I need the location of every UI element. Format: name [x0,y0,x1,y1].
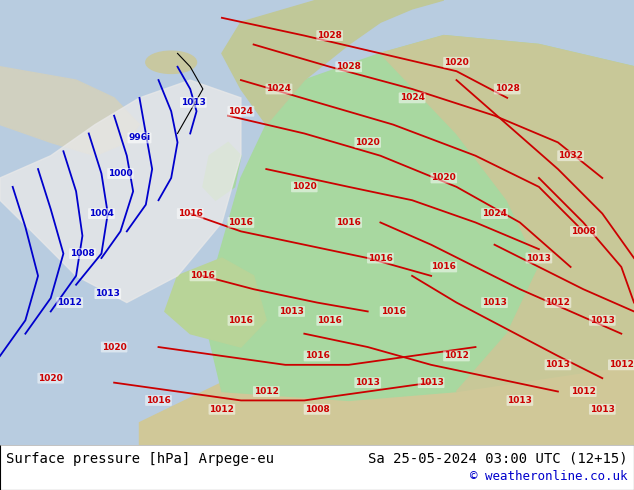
Text: 1028: 1028 [336,62,361,71]
Text: 1012: 1012 [545,298,571,307]
Text: 1013: 1013 [526,253,552,263]
Text: 1013: 1013 [482,298,507,307]
Text: © weatheronline.co.uk: © weatheronline.co.uk [470,470,628,483]
Text: 1013: 1013 [590,316,615,325]
Text: 1020: 1020 [292,182,317,192]
Text: 1020: 1020 [101,343,127,351]
Polygon shape [203,36,634,400]
Text: 1012: 1012 [571,387,596,396]
Text: 996i: 996i [129,133,150,143]
Text: 1013: 1013 [545,360,571,369]
Text: 1008: 1008 [70,249,95,258]
Polygon shape [0,67,139,156]
Text: 1016: 1016 [317,316,342,325]
Text: 1016: 1016 [178,209,203,218]
Text: 1024: 1024 [399,94,425,102]
Text: 1013: 1013 [279,307,304,316]
Text: 1012: 1012 [254,387,279,396]
Text: 1016: 1016 [304,351,330,361]
Text: 1012: 1012 [57,298,82,307]
Text: 1020: 1020 [355,138,380,147]
Text: 1013: 1013 [95,289,120,298]
Text: 1013: 1013 [181,98,206,107]
Text: 1013: 1013 [418,378,444,387]
Text: 1024: 1024 [228,107,254,116]
Text: 1020: 1020 [444,58,469,67]
Polygon shape [0,80,241,302]
Polygon shape [349,245,444,320]
Text: 1016: 1016 [228,316,254,325]
Polygon shape [311,214,349,289]
Polygon shape [203,143,241,200]
Text: 1004: 1004 [89,209,114,218]
Text: 1013: 1013 [355,378,380,387]
Polygon shape [139,365,634,445]
Text: 1020: 1020 [38,374,63,383]
Text: 1000: 1000 [108,169,133,178]
Text: 1008: 1008 [304,405,330,414]
Text: 1020: 1020 [431,173,456,182]
Text: 1024: 1024 [266,84,292,94]
Text: 1024: 1024 [482,209,507,218]
Text: 1012: 1012 [209,405,235,414]
Text: 1013: 1013 [590,405,615,414]
Text: Sa 25-05-2024 03:00 UTC (12+15): Sa 25-05-2024 03:00 UTC (12+15) [368,452,628,466]
Text: 1012: 1012 [444,351,469,361]
Text: 1016: 1016 [228,218,254,227]
Text: 1016: 1016 [380,307,406,316]
Polygon shape [380,36,634,392]
Text: 1008: 1008 [571,227,596,236]
Text: Surface pressure [hPa] Arpege-eu: Surface pressure [hPa] Arpege-eu [6,452,275,466]
Text: 1012: 1012 [609,360,634,369]
Polygon shape [165,258,266,347]
Text: 1028: 1028 [495,84,520,94]
Text: 1032: 1032 [558,151,583,160]
Text: 1016: 1016 [190,271,216,280]
Text: 1016: 1016 [431,263,456,271]
Text: 1016: 1016 [368,253,393,263]
Text: 1013: 1013 [507,396,533,405]
Text: 1016: 1016 [146,396,171,405]
Text: 1016: 1016 [336,218,361,227]
Polygon shape [222,0,444,124]
Ellipse shape [146,51,197,74]
Text: 1028: 1028 [317,31,342,40]
